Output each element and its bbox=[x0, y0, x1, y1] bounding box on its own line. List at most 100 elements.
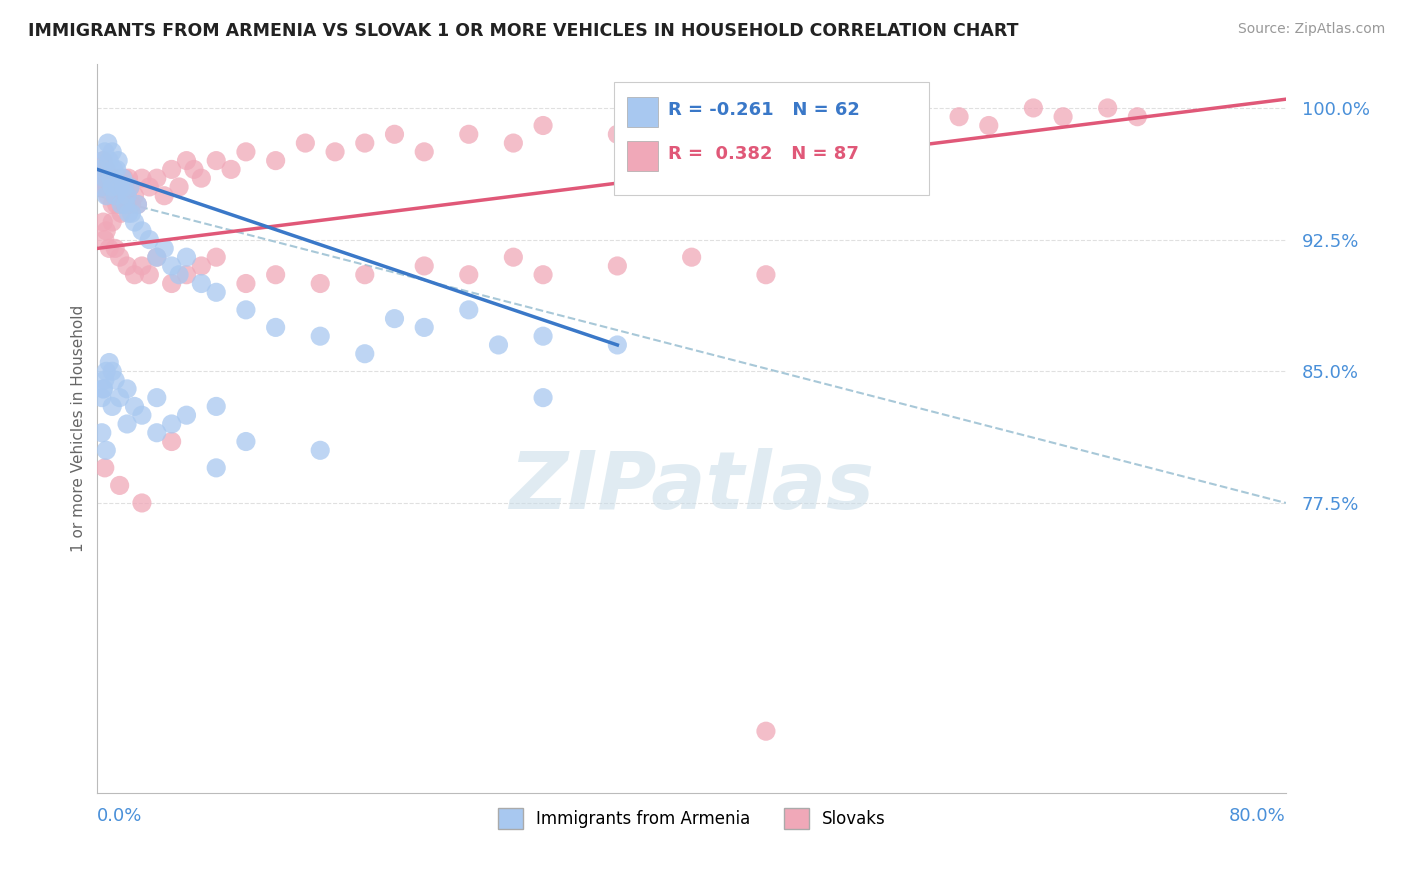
Point bbox=[117, 206, 139, 220]
Point bbox=[96, 162, 118, 177]
Point bbox=[160, 259, 183, 273]
Point bbox=[606, 338, 628, 352]
Point bbox=[101, 400, 124, 414]
Point bbox=[117, 171, 139, 186]
Point bbox=[531, 119, 554, 133]
Point bbox=[264, 320, 287, 334]
Point bbox=[108, 250, 131, 264]
Point bbox=[103, 171, 125, 186]
Point bbox=[859, 119, 882, 133]
Point bbox=[90, 425, 112, 440]
Point bbox=[127, 197, 149, 211]
Point bbox=[309, 277, 332, 291]
Point bbox=[264, 268, 287, 282]
Point bbox=[91, 382, 114, 396]
Point bbox=[121, 197, 143, 211]
Point bbox=[115, 417, 138, 431]
Point bbox=[190, 277, 212, 291]
Point bbox=[91, 215, 114, 229]
Point bbox=[235, 277, 257, 291]
Point bbox=[124, 215, 146, 229]
Point bbox=[235, 302, 257, 317]
Point bbox=[219, 162, 242, 177]
Point bbox=[176, 153, 198, 168]
Text: 0.0%: 0.0% bbox=[97, 806, 143, 825]
Point bbox=[138, 233, 160, 247]
Point bbox=[1126, 110, 1149, 124]
Point bbox=[531, 268, 554, 282]
Point bbox=[96, 224, 118, 238]
Point bbox=[205, 250, 228, 264]
Point bbox=[830, 110, 852, 124]
Point bbox=[101, 364, 124, 378]
Point bbox=[90, 180, 112, 194]
Point bbox=[413, 259, 436, 273]
Point bbox=[124, 400, 146, 414]
Point bbox=[101, 180, 124, 194]
Point bbox=[146, 250, 169, 264]
Legend: Immigrants from Armenia, Slovaks: Immigrants from Armenia, Slovaks bbox=[491, 802, 893, 835]
Point bbox=[353, 347, 375, 361]
Point bbox=[160, 434, 183, 449]
Point bbox=[101, 145, 124, 159]
Point bbox=[160, 162, 183, 177]
Point bbox=[98, 171, 121, 186]
Point bbox=[488, 338, 510, 352]
Point bbox=[96, 188, 118, 202]
Point bbox=[457, 128, 479, 142]
Point bbox=[108, 180, 131, 194]
Point bbox=[131, 496, 153, 510]
Point bbox=[384, 128, 406, 142]
Point bbox=[413, 320, 436, 334]
Point bbox=[107, 153, 129, 168]
Point bbox=[90, 391, 112, 405]
Point bbox=[176, 250, 198, 264]
Point bbox=[977, 119, 1000, 133]
Point bbox=[124, 188, 146, 202]
Point bbox=[90, 180, 112, 194]
Point bbox=[531, 329, 554, 343]
Point bbox=[131, 171, 153, 186]
Point bbox=[108, 180, 131, 194]
Point bbox=[104, 188, 127, 202]
Point bbox=[91, 153, 114, 168]
Point bbox=[146, 425, 169, 440]
Point bbox=[457, 268, 479, 282]
Point bbox=[118, 180, 141, 194]
Point bbox=[190, 171, 212, 186]
Point bbox=[457, 302, 479, 317]
Point bbox=[94, 461, 117, 475]
Point bbox=[94, 233, 117, 247]
Point bbox=[96, 443, 118, 458]
Point bbox=[112, 171, 135, 186]
Point bbox=[100, 180, 122, 194]
Point bbox=[104, 373, 127, 387]
Point bbox=[98, 355, 121, 369]
Point bbox=[97, 188, 120, 202]
Point bbox=[205, 153, 228, 168]
Text: Source: ZipAtlas.com: Source: ZipAtlas.com bbox=[1237, 22, 1385, 37]
Point bbox=[112, 180, 135, 194]
Point bbox=[531, 391, 554, 405]
Point bbox=[651, 119, 673, 133]
Text: 80.0%: 80.0% bbox=[1229, 806, 1286, 825]
Point bbox=[108, 478, 131, 492]
Text: IMMIGRANTS FROM ARMENIA VS SLOVAK 1 OR MORE VEHICLES IN HOUSEHOLD CORRELATION CH: IMMIGRANTS FROM ARMENIA VS SLOVAK 1 OR M… bbox=[28, 22, 1018, 40]
Point bbox=[502, 250, 524, 264]
Point bbox=[146, 250, 169, 264]
Point bbox=[105, 162, 128, 177]
Point bbox=[146, 391, 169, 405]
Point bbox=[190, 259, 212, 273]
Point bbox=[681, 128, 703, 142]
Point bbox=[110, 197, 132, 211]
Point bbox=[98, 153, 121, 168]
Point bbox=[606, 259, 628, 273]
Point bbox=[176, 268, 198, 282]
Point bbox=[107, 171, 129, 186]
Point bbox=[1022, 101, 1045, 115]
Point bbox=[167, 268, 190, 282]
Point bbox=[413, 145, 436, 159]
Point bbox=[100, 171, 122, 186]
Point bbox=[264, 153, 287, 168]
Point bbox=[89, 162, 111, 177]
